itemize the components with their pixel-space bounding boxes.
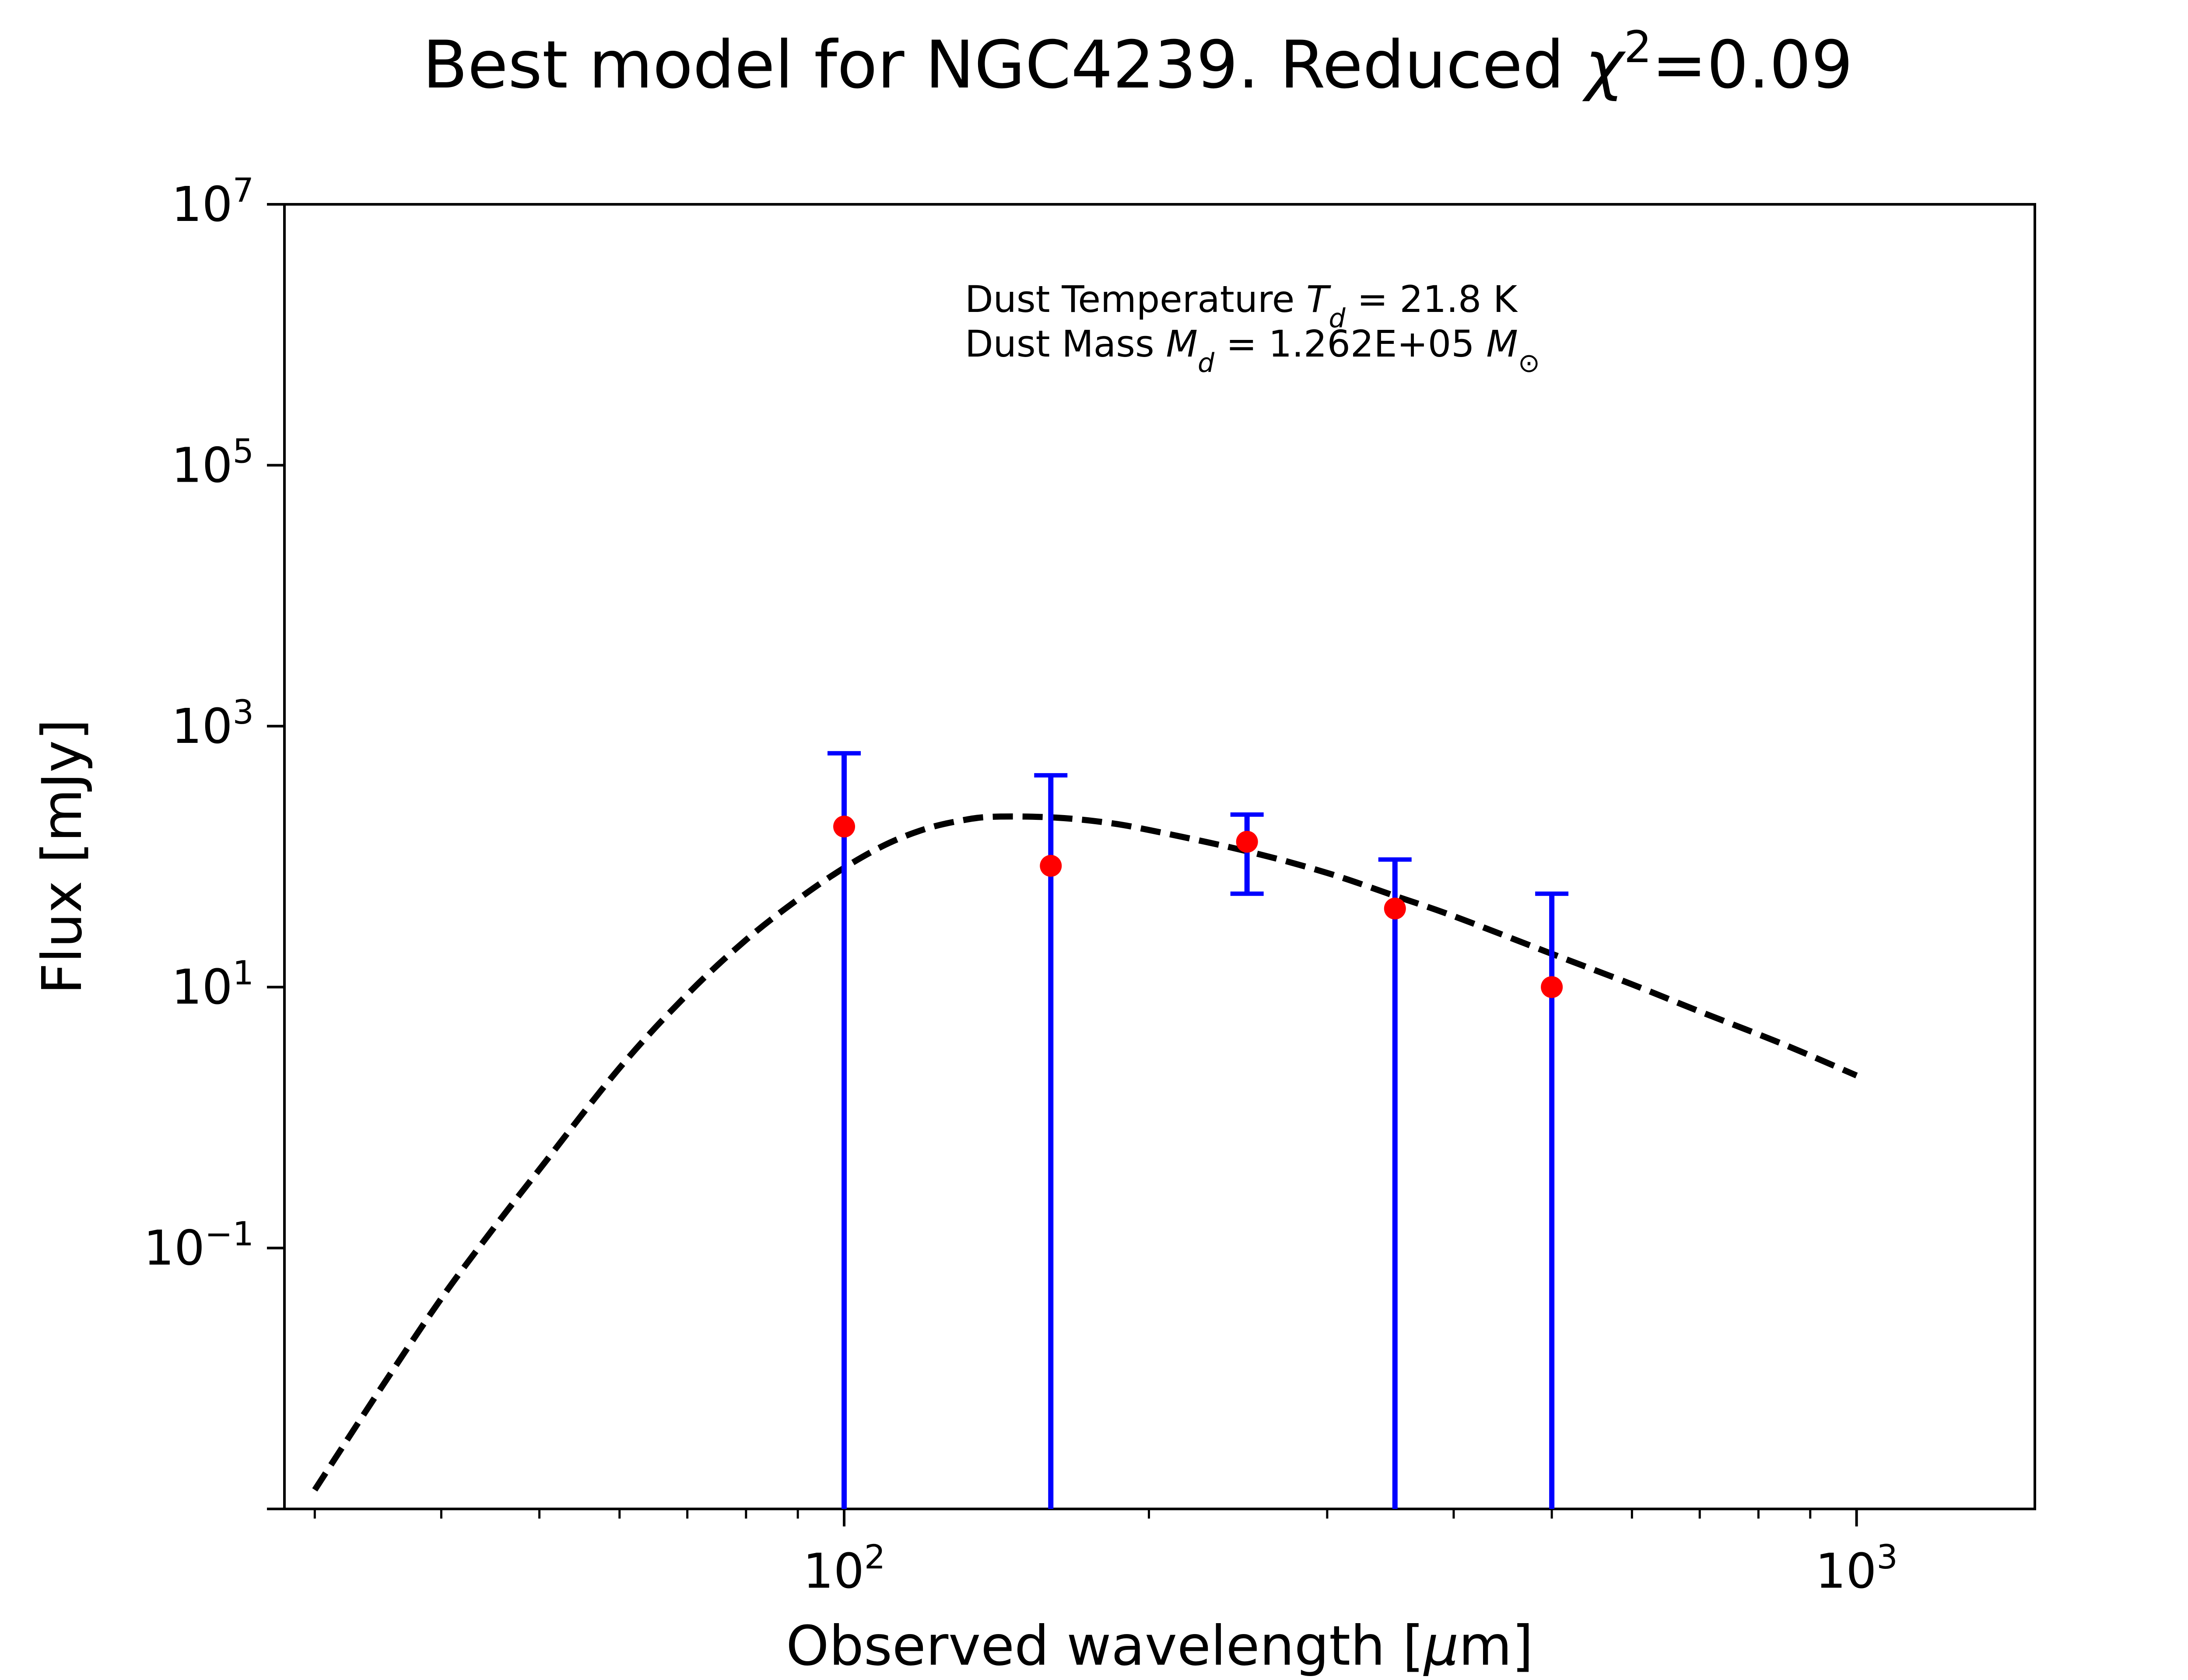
data-point <box>1236 831 1258 853</box>
plot-area-frame <box>283 203 2036 1510</box>
y-tick-label: 103 <box>172 692 254 754</box>
y-tick-label: 105 <box>172 431 254 494</box>
x-tick-label: 102 <box>803 1537 885 1600</box>
model-curve <box>312 813 1858 1492</box>
data-point <box>1541 976 1563 998</box>
y-axis-major-ticks: 10−1 101 103 105 107 <box>144 171 284 1510</box>
annotation-mass: Dust Mass Md = 1.262E+05 M⊙ <box>965 322 1540 378</box>
chart-title-chi-exponent: 2 <box>1624 21 1652 73</box>
chart-title-prefix: Best model for NGC4239. Reduced <box>423 27 1585 103</box>
annotation-temperature: Dust Temperature Td = 21.8 K <box>965 278 1518 334</box>
error-bars <box>828 751 1569 1509</box>
data-point <box>1384 897 1406 920</box>
chart-title-chi: χ <box>1582 27 1626 103</box>
chart-title-suffix: =0.09 <box>1652 27 1853 103</box>
chart-title: Best model for NGC4239. Reduced χ2=0.09 <box>423 21 1853 104</box>
data-point <box>1040 855 1062 877</box>
y-axis-label: Flux [mJy] <box>31 719 94 994</box>
y-tick-label: 101 <box>172 953 254 1015</box>
data-points <box>833 816 1563 998</box>
x-axis-label: Observed wavelength [μm] <box>786 1614 1533 1678</box>
y-tick-label: 10−1 <box>144 1214 254 1276</box>
y-tick-label: 107 <box>172 171 254 233</box>
x-axis-major-ticks: 102 103 <box>803 1509 1898 1599</box>
x-axis-minor-ticks <box>313 1509 1812 1519</box>
x-tick-label: 103 <box>1815 1537 1897 1600</box>
data-point <box>833 816 856 838</box>
